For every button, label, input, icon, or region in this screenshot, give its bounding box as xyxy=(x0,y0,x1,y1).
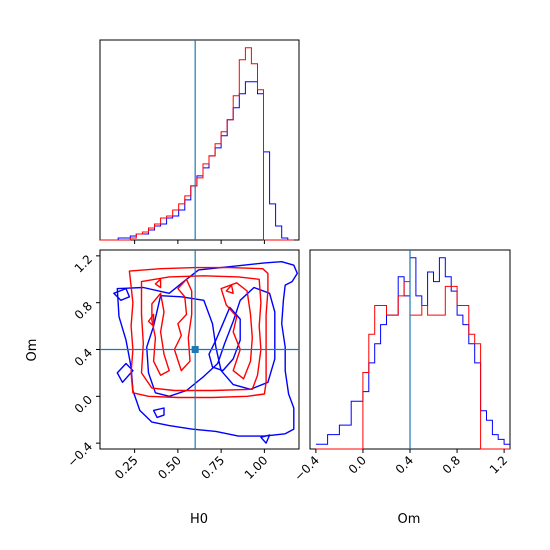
x-axis-label-om: Om xyxy=(398,512,421,527)
blue-contour-4 xyxy=(116,362,134,383)
red-contour-6 xyxy=(154,278,162,289)
red-contour-0 xyxy=(128,266,269,399)
h0-xtick-label-2: 0.75 xyxy=(198,453,227,482)
h0-hist-blue-series xyxy=(100,81,294,241)
om-histogram-panel: −0.4 0.0 0.4 0.8 1.2 xyxy=(291,249,511,484)
x-axis-label-h0: H0 xyxy=(190,512,208,527)
blue-contour-3 xyxy=(113,287,131,301)
om-ytick-label-0: −0.4 xyxy=(65,439,96,470)
h0-xtick-label-1: 0.50 xyxy=(155,453,184,482)
om-xtick-label-3: 0.8 xyxy=(440,453,463,476)
truth-marker xyxy=(191,346,199,353)
red-contour-4 xyxy=(220,282,253,380)
om-ytick-label-2: 0.4 xyxy=(72,346,95,369)
blue-contour-5 xyxy=(152,407,165,419)
om-hist-red-series xyxy=(315,281,510,450)
om-xtick-label-4: 1.2 xyxy=(487,453,510,476)
h0-hist-red-series xyxy=(100,47,294,241)
red-contour-1 xyxy=(140,275,262,392)
contour-lines-group xyxy=(113,261,298,444)
h0-xtick-label-3: 1.00 xyxy=(242,453,271,482)
blue-contour-2 xyxy=(208,306,241,372)
om-xtick-label-0: −0.4 xyxy=(291,453,322,484)
om-xtick-label-1: 0.0 xyxy=(346,453,369,476)
h0-hist-frame xyxy=(99,39,300,241)
blue-contour-6 xyxy=(260,434,271,444)
red-contour-5 xyxy=(147,313,155,327)
h0-xtick-label-0: 0.25 xyxy=(112,453,141,482)
h0-om-contour-panel: 0.25 0.50 0.75 1.00 −0.4 0.0 0.4 0.8 1.2 xyxy=(65,249,300,482)
red-contour-7 xyxy=(225,284,234,294)
h0-histogram-panel xyxy=(99,39,300,244)
om-xtick-label-2: 0.4 xyxy=(393,453,416,476)
red-contour-3 xyxy=(173,278,193,372)
om-ytick-label-1: 0.0 xyxy=(72,393,95,416)
blue-contour-1 xyxy=(146,286,276,397)
om-ytick-label-4: 1.2 xyxy=(72,252,95,275)
y-axis-label-om: Om xyxy=(25,339,40,362)
om-ytick-label-3: 0.8 xyxy=(72,299,95,322)
blue-contour-0 xyxy=(116,261,298,437)
red-contour-2 xyxy=(151,292,170,376)
